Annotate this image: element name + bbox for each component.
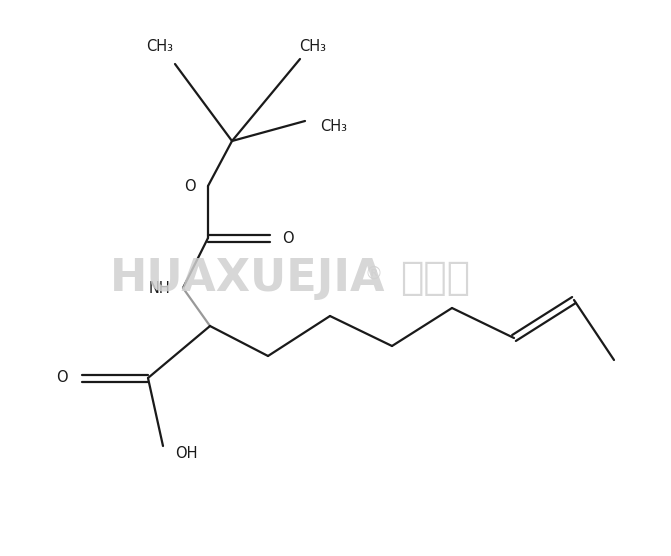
Text: O: O xyxy=(282,231,294,246)
Text: O: O xyxy=(56,370,68,385)
Text: ®: ® xyxy=(364,265,382,283)
Text: 化学加: 化学加 xyxy=(400,259,470,297)
Text: OH: OH xyxy=(175,445,197,460)
Text: NH: NH xyxy=(148,280,170,295)
Text: O: O xyxy=(185,178,196,193)
Text: CH₃: CH₃ xyxy=(146,39,174,54)
Text: HUAXUEJIA: HUAXUEJIA xyxy=(110,256,386,300)
Text: CH₃: CH₃ xyxy=(320,118,347,133)
Text: CH₃: CH₃ xyxy=(299,39,327,54)
